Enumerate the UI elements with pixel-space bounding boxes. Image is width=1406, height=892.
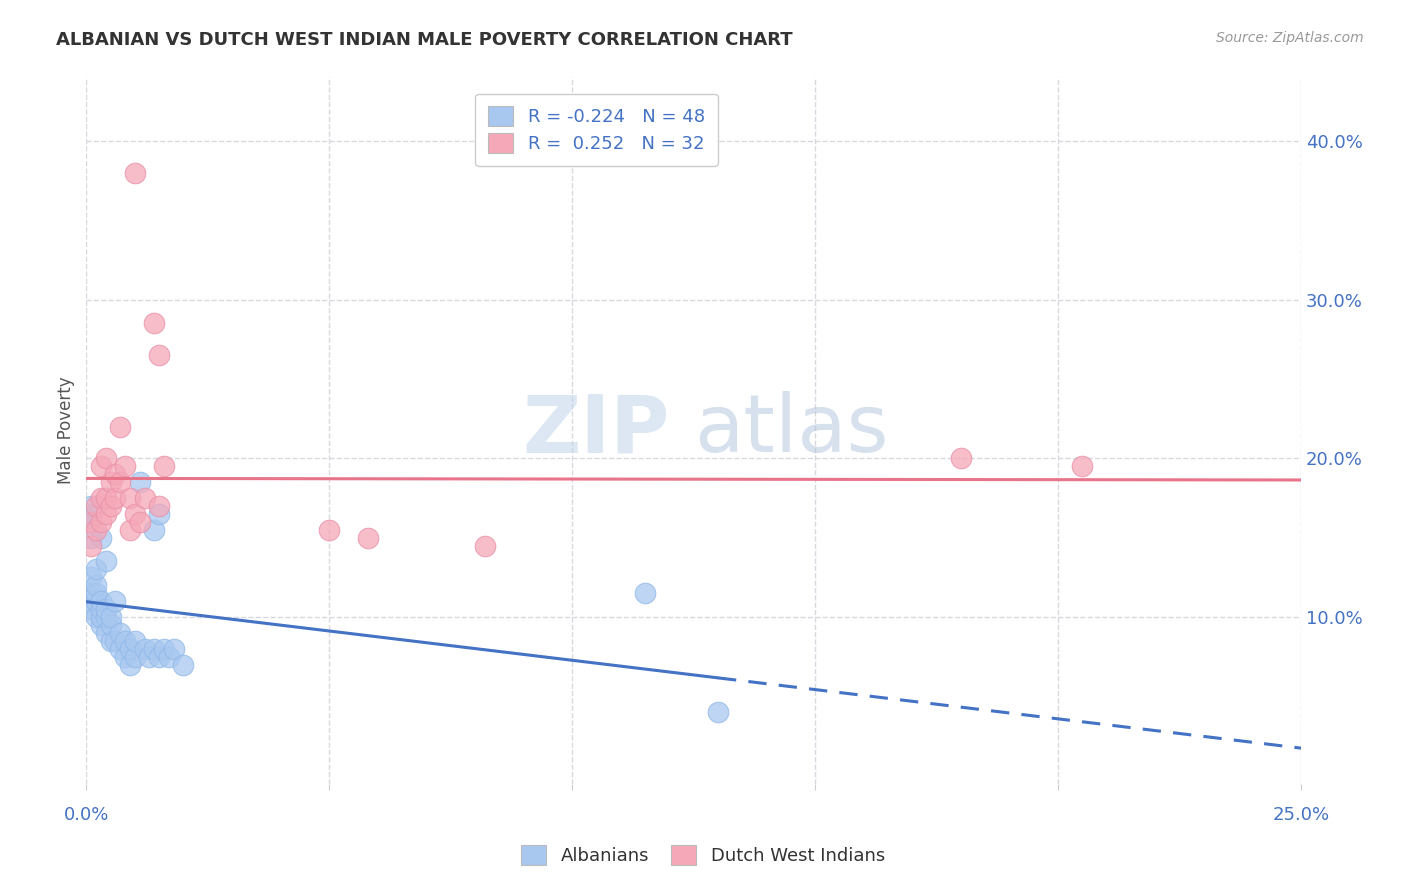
Point (84, 594, 107, 608)
Point (143, 317, 166, 331)
Point (148, 348, 170, 362)
Text: ALBANIAN VS DUTCH WEST INDIAN MALE POVERTY CORRELATION CHART: ALBANIAN VS DUTCH WEST INDIAN MALE POVER… (56, 31, 793, 49)
Point (104, 491, 127, 505)
Point (128, 475, 150, 489)
Point (134, 641, 156, 656)
Point (153, 641, 176, 656)
Point (118, 491, 141, 505)
Point (90, 602, 112, 616)
Point (124, 507, 146, 521)
Point (114, 459, 136, 474)
Point (94, 610, 117, 624)
Point (100, 475, 122, 489)
Point (110, 625, 132, 640)
Point (318, 523, 340, 537)
Point (100, 499, 122, 513)
Point (100, 633, 122, 648)
Point (949, 451, 972, 466)
Point (124, 166, 146, 180)
Point (118, 523, 141, 537)
Point (94, 491, 117, 505)
Legend: R = -0.224   N = 48, R =  0.252   N = 32: R = -0.224 N = 48, R = 0.252 N = 32 (475, 94, 717, 166)
Point (90, 459, 112, 474)
Point (90, 515, 112, 529)
Point (153, 459, 176, 474)
Point (84, 578, 107, 592)
Y-axis label: Male Poverty: Male Poverty (58, 376, 75, 484)
Point (94, 507, 117, 521)
Point (172, 657, 194, 672)
Point (1071, 459, 1094, 474)
Point (357, 531, 380, 545)
Text: 0.0%: 0.0% (63, 806, 110, 824)
Point (110, 641, 132, 656)
Point (474, 539, 496, 553)
Point (148, 499, 170, 513)
Point (163, 641, 186, 656)
Point (110, 419, 132, 434)
Point (128, 515, 150, 529)
Point (84, 499, 107, 513)
Point (80, 515, 103, 529)
Point (90, 491, 112, 505)
Point (80, 515, 103, 529)
Point (134, 491, 156, 505)
Point (84, 610, 107, 624)
Point (80, 602, 103, 616)
Point (90, 610, 112, 624)
Text: 25.0%: 25.0% (1272, 806, 1330, 824)
Point (80, 499, 103, 513)
Point (110, 475, 132, 489)
Point (114, 633, 136, 648)
Point (118, 657, 141, 672)
Text: Source: ZipAtlas.com: Source: ZipAtlas.com (1216, 31, 1364, 45)
Point (94, 451, 117, 466)
Point (84, 586, 107, 600)
Point (124, 633, 146, 648)
Point (94, 602, 117, 616)
Point (94, 554, 117, 568)
Point (80, 570, 103, 584)
Point (80, 539, 103, 553)
Point (143, 523, 166, 537)
Legend: Albanians, Dutch West Indians: Albanians, Dutch West Indians (513, 838, 893, 872)
Point (84, 562, 107, 576)
Point (80, 507, 103, 521)
Point (114, 649, 136, 664)
Text: ZIP: ZIP (522, 392, 669, 469)
Point (104, 633, 127, 648)
Point (90, 617, 112, 632)
Point (84, 523, 107, 537)
Point (118, 641, 141, 656)
Point (80, 594, 103, 608)
Point (90, 594, 112, 608)
Point (148, 507, 170, 521)
Point (104, 467, 127, 482)
Point (104, 594, 127, 608)
Point (634, 586, 657, 600)
Text: atlas: atlas (693, 392, 889, 469)
Point (90, 531, 112, 545)
Point (143, 641, 166, 656)
Point (138, 649, 160, 664)
Point (80, 531, 103, 545)
Point (100, 610, 122, 624)
Point (94, 625, 117, 640)
Point (100, 617, 122, 632)
Point (157, 649, 180, 664)
Point (148, 649, 170, 664)
Point (707, 705, 730, 719)
Point (80, 586, 103, 600)
Point (124, 649, 146, 664)
